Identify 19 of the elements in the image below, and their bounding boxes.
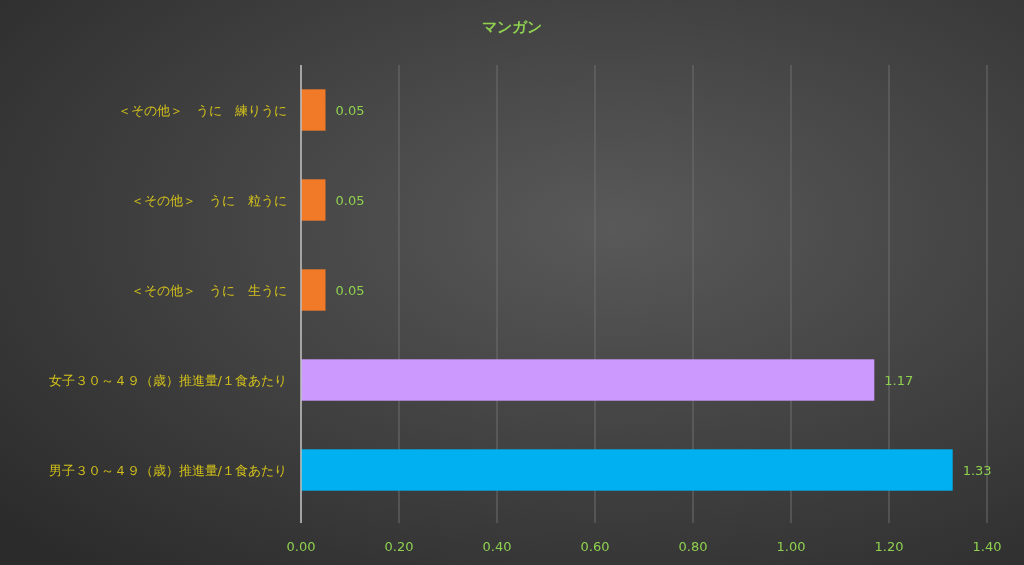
category: ＜その他＞ うに 粒うに: [131, 193, 287, 208]
xtick: 1.00: [776, 539, 806, 554]
category: ＜その他＞ うに 練りうに: [118, 103, 287, 118]
category: 女子３０～４９（歳）推進量/１食あたり: [48, 373, 287, 388]
data-label: 0.05: [335, 193, 365, 208]
category: 男子３０～４９（歳）推進量/１食あたり: [48, 463, 287, 478]
category: ＜その他＞ うに 生うに: [131, 283, 287, 298]
xtick: 1.40: [972, 539, 1002, 554]
data-label: 1.17: [884, 373, 914, 388]
title: マンガン: [482, 18, 542, 36]
xtick: 1.20: [874, 539, 904, 554]
xtick: 0.40: [482, 539, 512, 554]
xtick: 0.00: [286, 539, 316, 554]
xtick: 0.20: [384, 539, 414, 554]
xtick: 0.60: [580, 539, 610, 554]
data-label: 1.33: [962, 463, 992, 478]
data-label: 0.05: [335, 103, 365, 118]
xtick: 0.80: [678, 539, 708, 554]
data-label: 0.05: [335, 283, 365, 298]
